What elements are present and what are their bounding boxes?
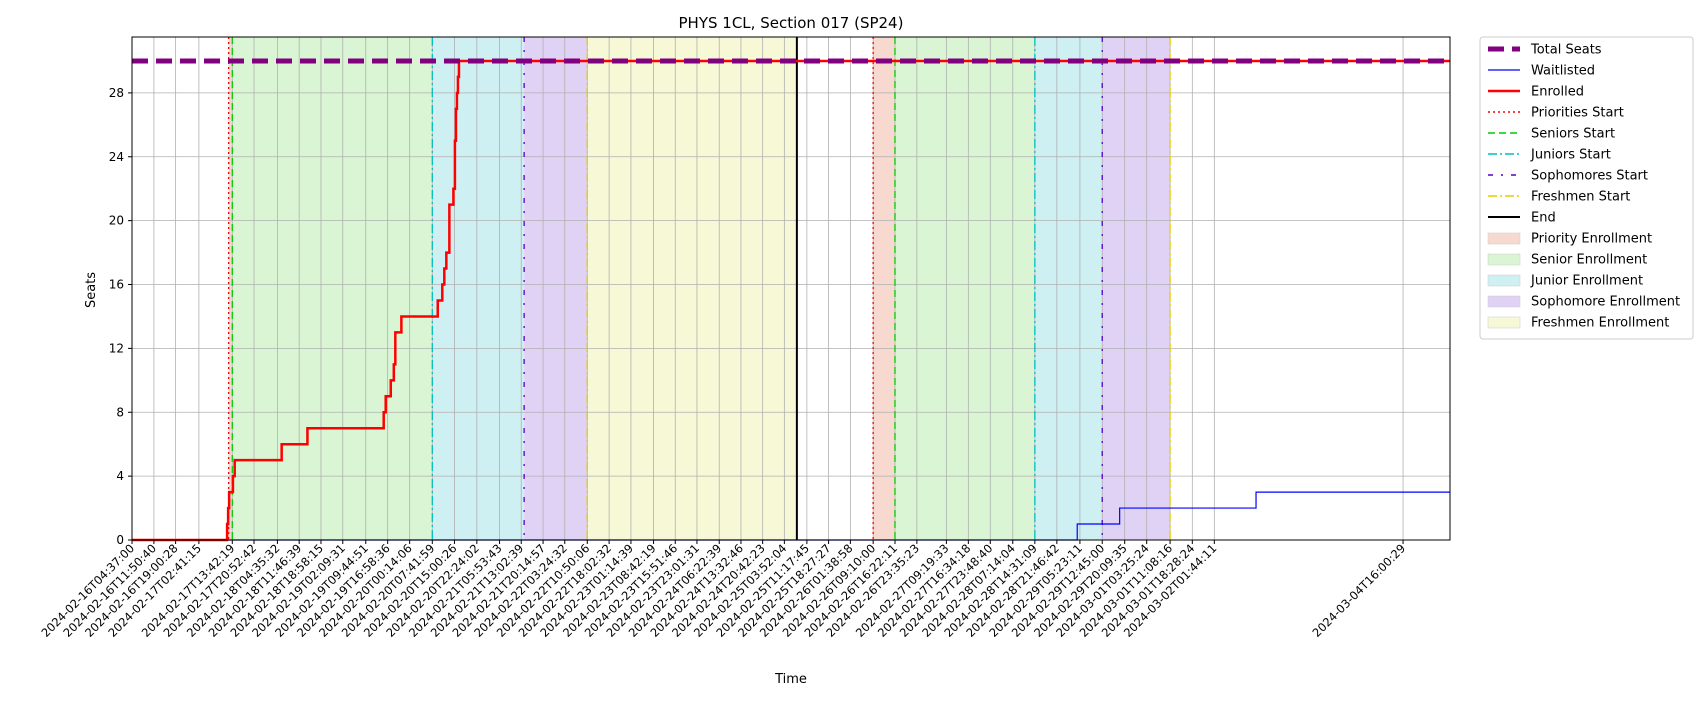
- legend-swatch: [1487, 316, 1521, 329]
- legend-label: Sophomore Enrollment: [1531, 295, 1680, 310]
- plot-frame: [131, 36, 1451, 541]
- plot-area: [131, 37, 1450, 542]
- y-tick-label: 8: [116, 405, 124, 419]
- legend-label: Seniors Start: [1531, 127, 1615, 142]
- series-line: [132, 491, 1450, 541]
- legend: Total Seats Waitlisted Enrolled Priorities …: [1479, 36, 1694, 340]
- chart-title: PHYS 1CL, Section 017 (SP24): [679, 14, 904, 32]
- legend-label: Waitlisted: [1531, 64, 1595, 79]
- y-tick-label: 16: [109, 278, 124, 292]
- legend-box: [1479, 36, 1694, 340]
- legend-label: Juniors Start: [1530, 148, 1611, 163]
- legend-label: Junior Enrollment: [1530, 274, 1643, 289]
- series-line: [132, 59, 1450, 542]
- x-axis-label: Time: [774, 672, 807, 687]
- y-tick-label: 28: [109, 86, 124, 100]
- legend-label: Sophomores Start: [1531, 169, 1648, 184]
- y-axis-label: Seats: [84, 272, 99, 308]
- legend-swatch: [1487, 295, 1521, 308]
- y-tick-label: 4: [116, 469, 124, 483]
- legend-label: Enrolled: [1531, 85, 1584, 100]
- legend-label: Senior Enrollment: [1531, 253, 1647, 268]
- y-tick-label: 0: [116, 533, 124, 547]
- enrollment-span: [228, 37, 233, 540]
- legend-label: End: [1531, 211, 1556, 226]
- y-tick-label: 12: [109, 341, 124, 355]
- enrollment-span: [524, 37, 588, 540]
- legend-label: Priorities Start: [1531, 106, 1624, 121]
- y-tick-label: 20: [109, 214, 124, 228]
- legend-label: Total Seats: [1530, 43, 1602, 58]
- legend-label: Priority Enrollment: [1531, 232, 1652, 247]
- legend-swatch: [1487, 253, 1521, 266]
- x-tick-label: 2024-03-04T16:00:29: [1310, 541, 1409, 640]
- legend-label: Freshmen Start: [1531, 190, 1630, 205]
- enrollment-span: [232, 37, 433, 540]
- enrollment-span: [1034, 37, 1103, 540]
- enrollment-span: [432, 37, 525, 540]
- legend-swatch: [1487, 274, 1521, 287]
- legend-label: Freshmen Enrollment: [1531, 316, 1669, 331]
- y-tick-label: 24: [109, 150, 124, 164]
- enrollment-span: [873, 37, 895, 540]
- enrollment-span: [587, 37, 797, 540]
- enrollment-span: [894, 37, 1035, 540]
- legend-swatch: [1487, 232, 1521, 245]
- enrollment-span: [1102, 37, 1171, 540]
